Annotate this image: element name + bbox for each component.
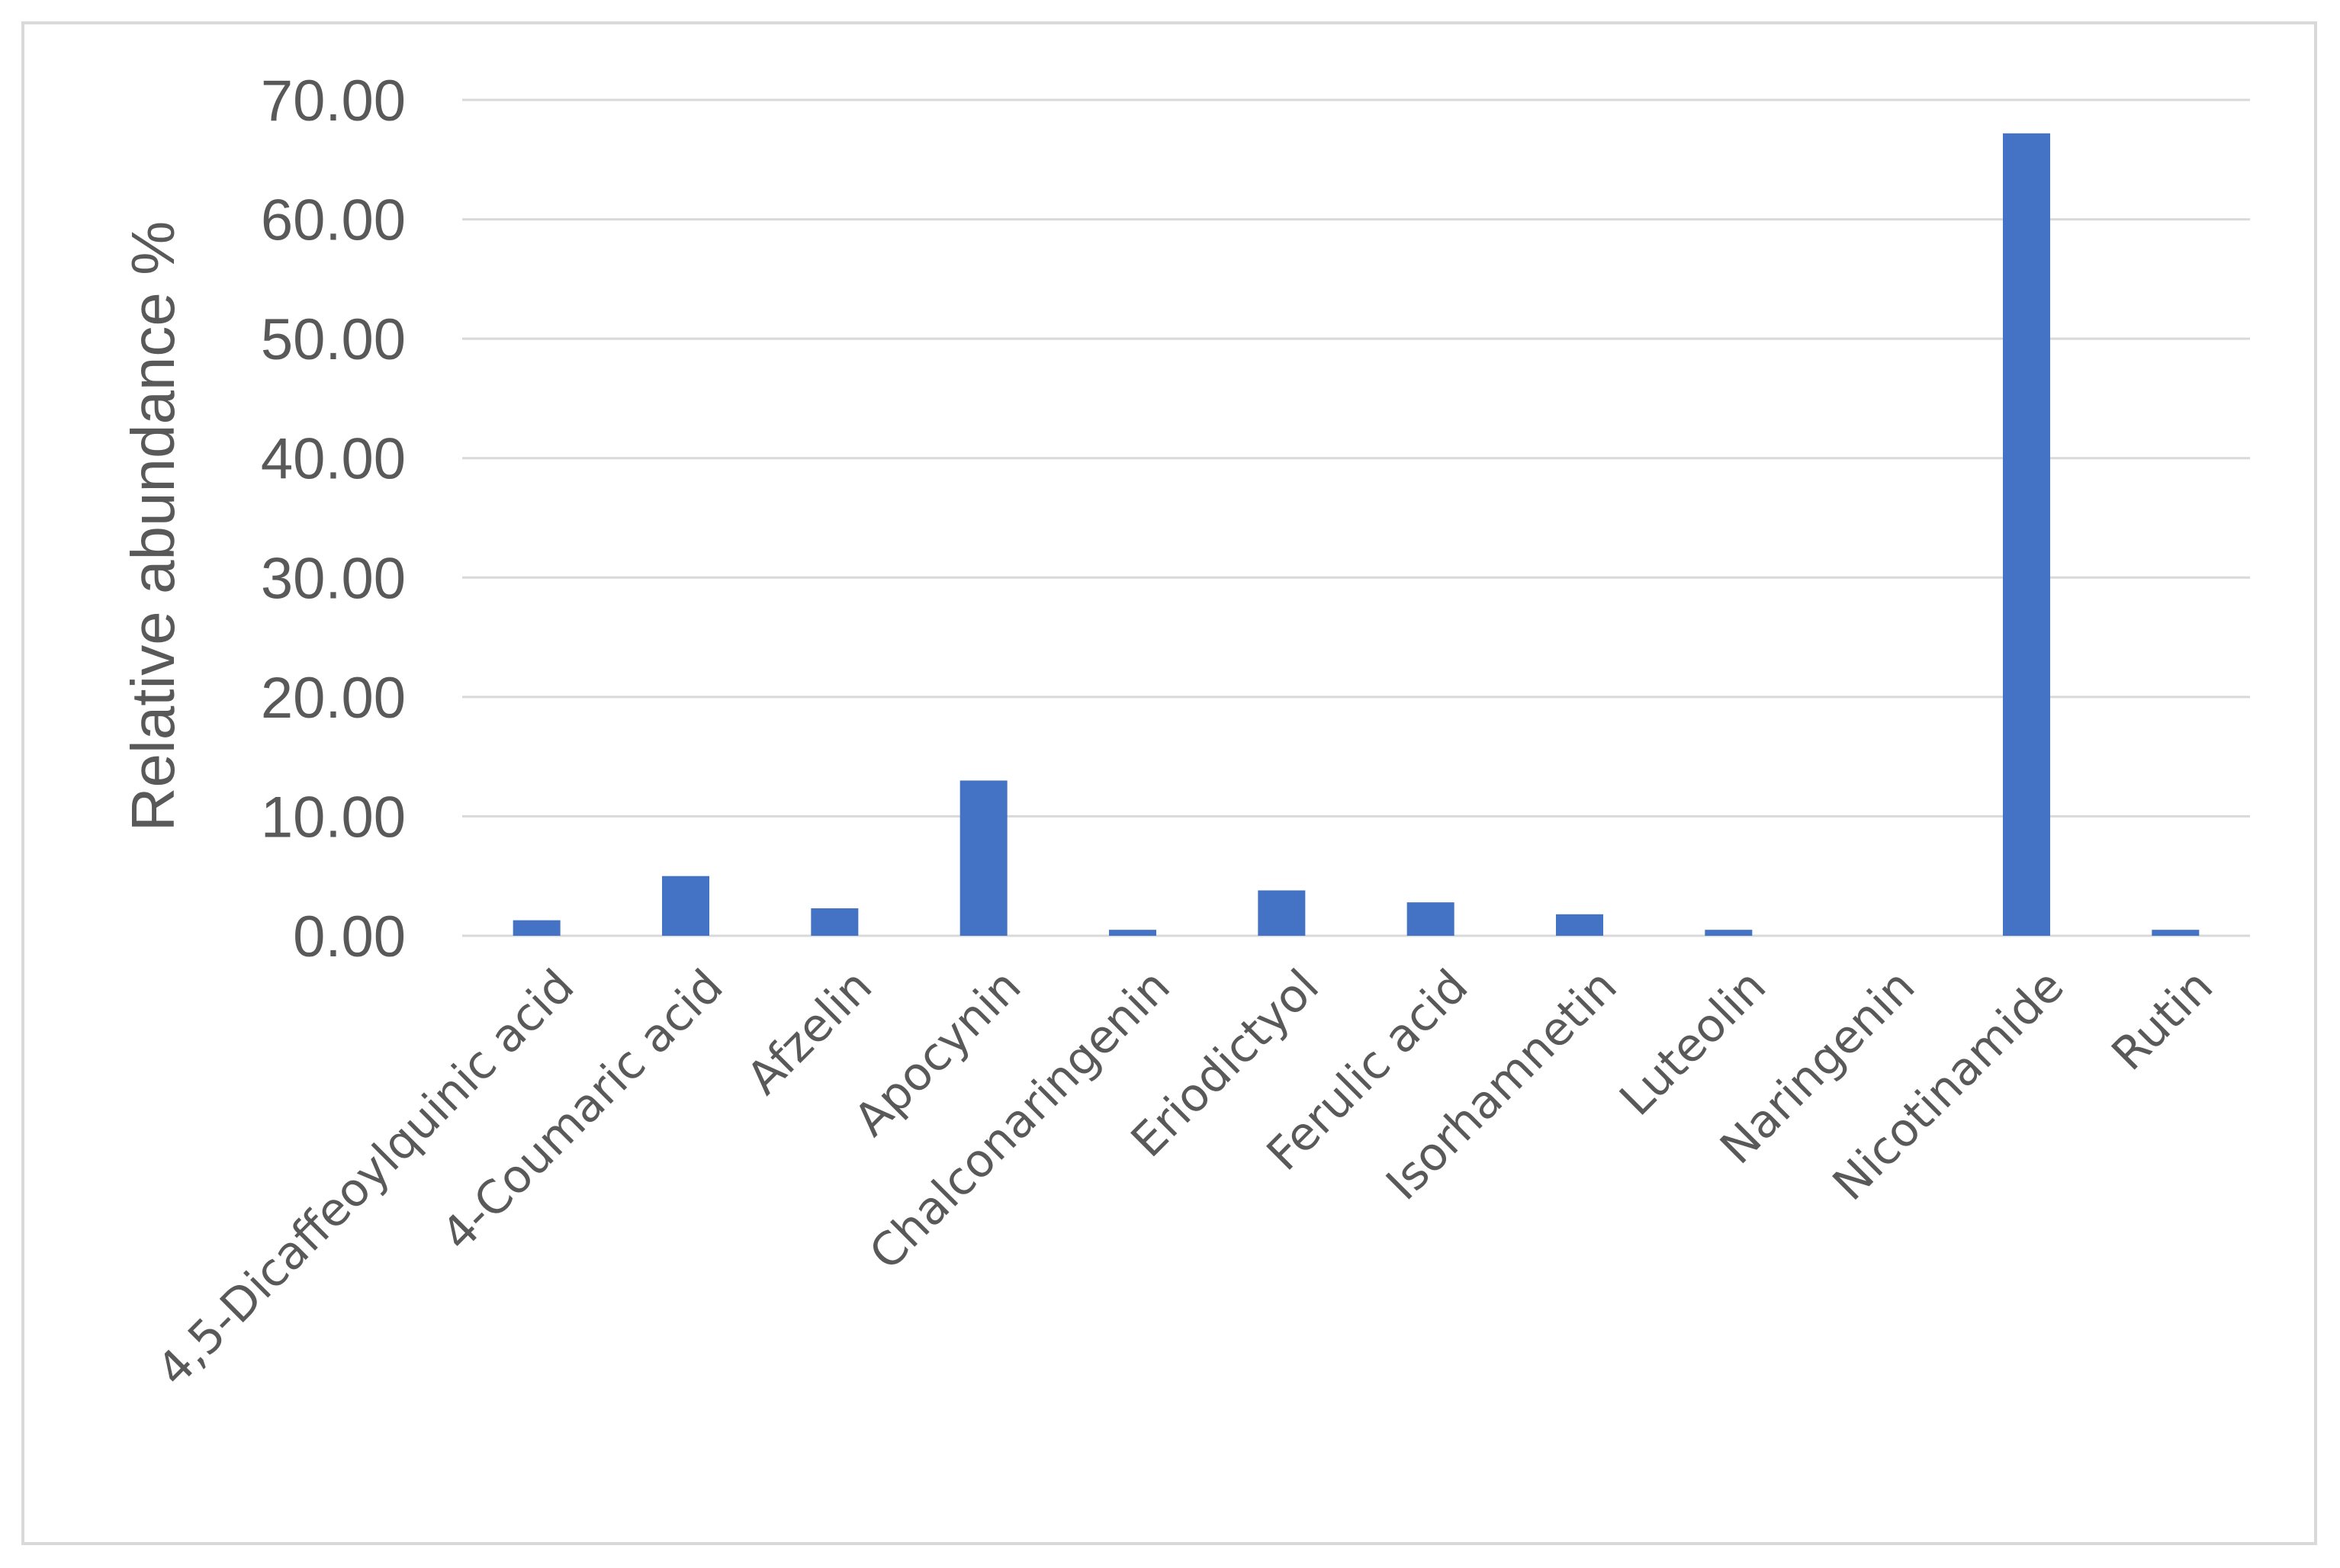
y-tick-label: 40.00	[261, 427, 406, 492]
bars	[513, 133, 2200, 937]
x-category-label: 4-Coumaric acid	[432, 959, 734, 1261]
y-tick-label: 0.00	[293, 904, 406, 969]
y-tick-label: 50.00	[261, 307, 406, 372]
bar-6	[1258, 890, 1306, 936]
bar-9	[1705, 930, 1753, 936]
bar-11	[2003, 133, 2050, 937]
bar-12	[2152, 930, 2200, 936]
x-category-label: Afzelin	[737, 959, 882, 1105]
bar-1	[513, 920, 561, 936]
y-tick-label: 30.00	[261, 546, 406, 611]
bar-8	[1556, 914, 1603, 936]
gridlines	[462, 98, 2250, 937]
y-tick-label: 10.00	[261, 785, 406, 850]
bar-7	[1406, 902, 1454, 936]
bar-4	[959, 780, 1008, 936]
chart-frame	[21, 21, 2317, 1545]
bar-2	[662, 876, 709, 936]
y-axis-ticks: 0.00 10.00 20.00 30.00 40.00 50.00 60.00 70.00	[261, 69, 406, 969]
bar-5	[1109, 930, 1156, 936]
y-tick-label: 70.00	[261, 69, 406, 133]
x-category-label: Rutin	[2102, 959, 2223, 1081]
y-tick-label: 20.00	[261, 666, 406, 731]
y-axis-label: Relative abundance %	[119, 221, 187, 832]
bar-3	[811, 908, 859, 936]
y-tick-label: 60.00	[261, 188, 406, 253]
